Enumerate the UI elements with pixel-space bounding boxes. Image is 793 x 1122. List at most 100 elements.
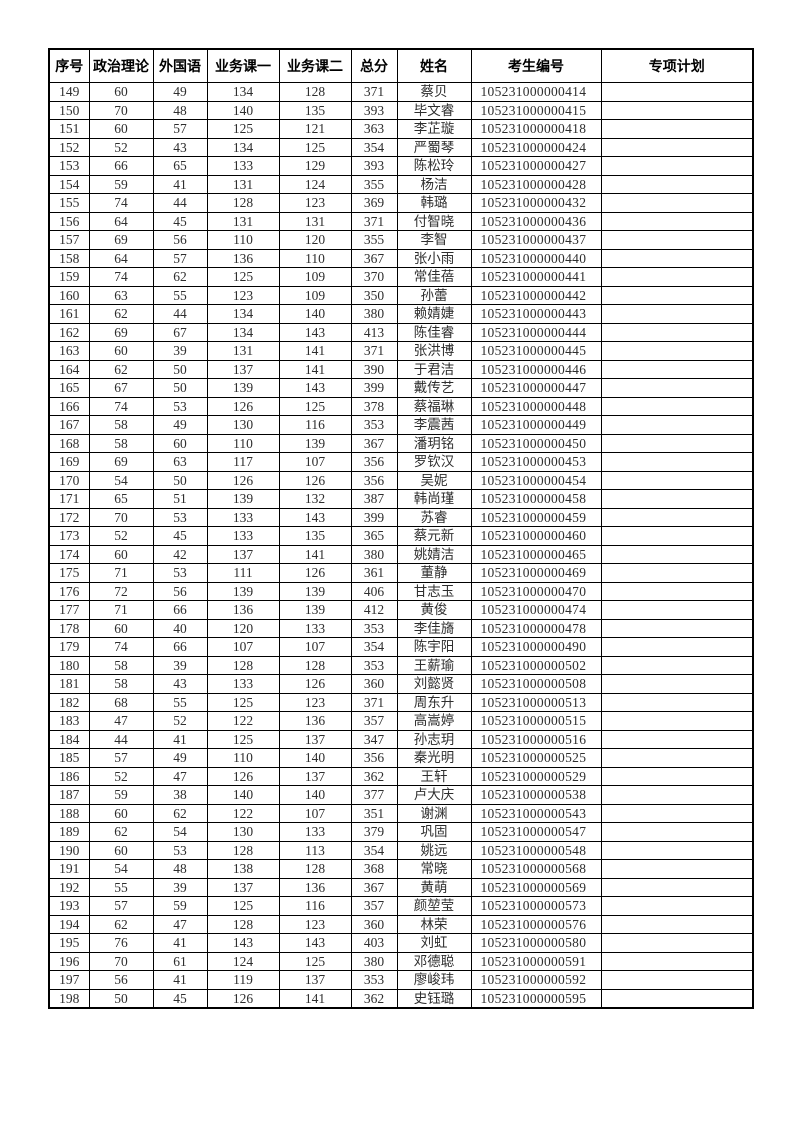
- cell-special-plan: [600, 711, 754, 731]
- cell-course2: 139: [278, 433, 352, 453]
- cell-exam-id: 105231000000529: [470, 766, 602, 786]
- cell-exam-id: 105231000000448: [470, 396, 602, 416]
- cell-total: 362: [350, 766, 398, 786]
- cell-course1: 131: [206, 341, 280, 361]
- cell-name: 卢大庆: [396, 785, 472, 805]
- cell-politics: 58: [88, 415, 154, 435]
- cell-exam-id: 105231000000454: [470, 470, 602, 490]
- cell-total: 406: [350, 581, 398, 601]
- cell-course1: 140: [206, 785, 280, 805]
- cell-index: 151: [48, 119, 90, 139]
- cell-index: 197: [48, 970, 90, 990]
- cell-course1: 125: [206, 729, 280, 749]
- cell-index: 152: [48, 137, 90, 157]
- column-header-exam-id: 考生编号: [470, 48, 602, 83]
- cell-politics: 60: [88, 803, 154, 823]
- cell-special-plan: [600, 415, 754, 435]
- cell-course2: 128: [278, 82, 352, 102]
- cell-special-plan: [600, 655, 754, 675]
- cell-exam-id: 105231000000415: [470, 100, 602, 120]
- cell-total: 354: [350, 637, 398, 657]
- cell-course2: 120: [278, 230, 352, 250]
- cell-politics: 69: [88, 322, 154, 342]
- cell-index: 182: [48, 692, 90, 712]
- cell-total: 371: [350, 82, 398, 102]
- cell-total: 365: [350, 526, 398, 546]
- cell-politics: 52: [88, 766, 154, 786]
- cell-course2: 137: [278, 970, 352, 990]
- cell-name: 戴传艺: [396, 378, 472, 398]
- cell-name: 于君洁: [396, 359, 472, 379]
- cell-name: 罗钦汉: [396, 452, 472, 472]
- table-row: 189 62 54 130 133 379 巩固 105231000000547: [48, 822, 754, 842]
- cell-total: 412: [350, 600, 398, 620]
- cell-foreign-language: 48: [152, 859, 208, 879]
- cell-index: 160: [48, 285, 90, 305]
- cell-special-plan: [600, 748, 754, 768]
- cell-special-plan: [600, 803, 754, 823]
- cell-name: 孙志玥: [396, 729, 472, 749]
- cell-course1: 126: [206, 988, 280, 1009]
- cell-exam-id: 105231000000543: [470, 803, 602, 823]
- table-row: 158 64 57 136 110 367 张小雨 105231000000440: [48, 248, 754, 268]
- cell-foreign-language: 60: [152, 433, 208, 453]
- cell-name: 周东升: [396, 692, 472, 712]
- cell-politics: 57: [88, 748, 154, 768]
- cell-course1: 128: [206, 655, 280, 675]
- cell-exam-id: 105231000000446: [470, 359, 602, 379]
- cell-exam-id: 105231000000459: [470, 507, 602, 527]
- table-row: 182 68 55 125 123 371 周东升 105231000000513: [48, 692, 754, 712]
- cell-course1: 137: [206, 359, 280, 379]
- cell-exam-id: 105231000000592: [470, 970, 602, 990]
- cell-special-plan: [600, 600, 754, 620]
- cell-course1: 139: [206, 581, 280, 601]
- cell-name: 李震茜: [396, 415, 472, 435]
- cell-course2: 131: [278, 211, 352, 231]
- table-row: 152 52 43 134 125 354 严蜀琴 105231000000424: [48, 137, 754, 157]
- cell-course1: 133: [206, 156, 280, 176]
- cell-total: 355: [350, 174, 398, 194]
- cell-politics: 44: [88, 729, 154, 749]
- cell-index: 179: [48, 637, 90, 657]
- cell-exam-id: 105231000000538: [470, 785, 602, 805]
- cell-name: 蔡福琳: [396, 396, 472, 416]
- cell-name: 李佳旖: [396, 618, 472, 638]
- cell-course2: 126: [278, 563, 352, 583]
- cell-foreign-language: 45: [152, 988, 208, 1009]
- cell-total: 393: [350, 100, 398, 120]
- cell-politics: 60: [88, 82, 154, 102]
- cell-name: 张洪博: [396, 341, 472, 361]
- cell-name: 韩璐: [396, 193, 472, 213]
- cell-course1: 120: [206, 618, 280, 638]
- cell-name: 林荣: [396, 914, 472, 934]
- cell-total: 371: [350, 341, 398, 361]
- table-row: 154 59 41 131 124 355 杨洁 105231000000428: [48, 174, 754, 194]
- cell-course1: 140: [206, 100, 280, 120]
- cell-index: 188: [48, 803, 90, 823]
- cell-index: 169: [48, 452, 90, 472]
- cell-foreign-language: 53: [152, 840, 208, 860]
- cell-foreign-language: 54: [152, 822, 208, 842]
- cell-index: 191: [48, 859, 90, 879]
- cell-course2: 125: [278, 951, 352, 971]
- cell-name: 刘懿贤: [396, 674, 472, 694]
- cell-politics: 70: [88, 100, 154, 120]
- table-row: 198 50 45 126 141 362 史钰璐 105231000000595: [48, 988, 754, 1009]
- cell-index: 165: [48, 378, 90, 398]
- cell-course2: 139: [278, 581, 352, 601]
- cell-total: 360: [350, 914, 398, 934]
- table-header: 序号 政治理论 外国语 业务课一 业务课二 总分 姓名 考生编号 专项计划: [48, 48, 754, 83]
- cell-course1: 110: [206, 748, 280, 768]
- table-row: 151 60 57 125 121 363 李芷璇 105231000000418: [48, 119, 754, 139]
- cell-name: 黄俊: [396, 600, 472, 620]
- cell-foreign-language: 39: [152, 655, 208, 675]
- cell-politics: 74: [88, 193, 154, 213]
- cell-course2: 141: [278, 341, 352, 361]
- cell-exam-id: 105231000000440: [470, 248, 602, 268]
- cell-special-plan: [600, 988, 754, 1009]
- cell-politics: 52: [88, 526, 154, 546]
- table-row: 190 60 53 128 113 354 姚远 105231000000548: [48, 840, 754, 860]
- cell-foreign-language: 48: [152, 100, 208, 120]
- score-table: 序号 政治理论 外国语 业务课一 业务课二 总分 姓名 考生编号 专项计划 14…: [48, 48, 754, 1009]
- cell-exam-id: 105231000000576: [470, 914, 602, 934]
